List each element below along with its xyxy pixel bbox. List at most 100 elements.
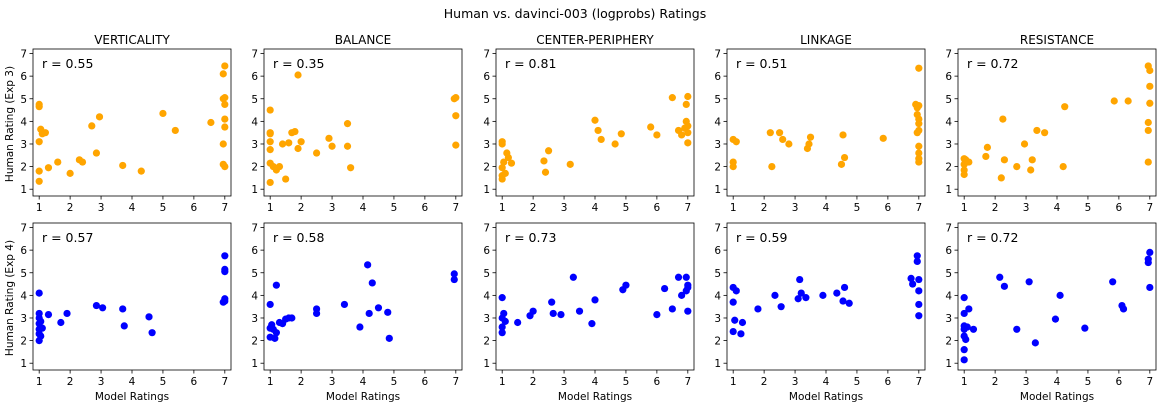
data-point	[92, 301, 101, 310]
correlation-label: r = 0.72	[967, 230, 1018, 245]
data-point	[507, 159, 516, 167]
data-point	[678, 131, 686, 139]
x-tick-label: 4	[129, 202, 136, 214]
y-tick-label: 2	[483, 162, 490, 174]
data-point	[915, 64, 923, 72]
y-tick-label: 6	[483, 245, 490, 257]
x-tick-label: 5	[623, 376, 630, 388]
x-tick-label: 6	[885, 376, 892, 388]
y-tick-label: 2	[251, 336, 258, 348]
x-tick-label: 6	[654, 202, 661, 214]
data-point	[1041, 129, 1049, 137]
x-tick-label: 4	[360, 202, 367, 214]
data-point	[960, 356, 968, 364]
data-point	[960, 309, 968, 318]
data-point	[266, 130, 274, 138]
data-point	[768, 163, 776, 171]
y-tick-label: 5	[483, 268, 490, 280]
x-axis-label: Model Ratings	[326, 391, 400, 403]
y-tick-label: 3	[714, 139, 721, 151]
x-tick-label: 4	[129, 376, 136, 388]
x-tick-label: 4	[592, 376, 599, 388]
data-point	[207, 118, 215, 127]
y-tick-label: 6	[945, 245, 952, 257]
data-point	[544, 147, 553, 155]
data-point	[95, 113, 104, 121]
x-tick-label: 7	[1146, 376, 1153, 388]
scatter-panel: 1 2 3 4 5 6 7 1 2 3 4 5 6 7 r = 0.59 Model Ratings	[714, 223, 926, 403]
x-tick-label: 5	[160, 202, 167, 214]
x-tick-label: 1	[36, 376, 43, 388]
x-tick-label: 5	[160, 376, 167, 388]
x-tick-label: 2	[761, 376, 768, 388]
data-point	[219, 70, 227, 78]
x-tick-label: 5	[391, 202, 398, 214]
data-point	[732, 138, 740, 146]
x-tick-label: 7	[915, 376, 922, 388]
x-tick-label: 4	[1054, 376, 1061, 388]
data-point	[278, 140, 287, 148]
y-tick-label: 7	[251, 49, 258, 61]
x-tick-label: 1	[730, 376, 737, 388]
data-point	[794, 295, 802, 303]
data-point	[37, 332, 45, 340]
panel-title: CENTER-PERIPHERY	[536, 33, 654, 47]
data-point	[272, 329, 280, 337]
data-point	[368, 279, 376, 287]
data-point	[38, 324, 46, 332]
data-point	[500, 158, 508, 166]
data-point	[294, 71, 302, 79]
data-point	[617, 130, 625, 138]
y-tick-label: 5	[714, 268, 721, 280]
data-point	[785, 140, 793, 148]
data-point	[66, 169, 74, 177]
x-tick-label: 6	[191, 376, 198, 388]
data-point	[1013, 163, 1021, 171]
x-tick-label: 2	[298, 202, 305, 214]
data-point	[1020, 140, 1029, 148]
data-point	[271, 334, 279, 342]
data-point	[1144, 158, 1152, 166]
y-tick-label: 6	[20, 71, 27, 83]
x-tick-label: 4	[823, 376, 830, 388]
data-point	[915, 120, 923, 128]
data-point	[35, 289, 43, 297]
x-tick-label: 7	[452, 376, 459, 388]
data-point	[548, 298, 556, 306]
data-point	[653, 310, 661, 319]
data-point	[297, 138, 305, 146]
x-tick-label: 2	[530, 202, 537, 214]
data-point	[285, 139, 293, 147]
data-point	[1144, 118, 1152, 127]
data-point	[1146, 248, 1154, 256]
x-tick-label: 7	[221, 376, 228, 388]
ylabel-row1: Human Rating (Exp 3)	[4, 66, 16, 182]
data-point	[969, 325, 978, 333]
y-tick-label: 3	[483, 139, 490, 151]
data-point	[661, 284, 669, 293]
x-tick-label: 6	[422, 202, 429, 214]
data-point	[450, 270, 458, 278]
data-point	[374, 304, 383, 312]
x-tick-label: 1	[499, 376, 506, 388]
x-tick-label: 6	[1116, 202, 1123, 214]
x-tick-label: 7	[1146, 202, 1153, 214]
data-point	[737, 330, 745, 338]
data-point	[498, 164, 506, 172]
data-point	[1031, 339, 1039, 347]
data-point	[915, 287, 923, 295]
x-tick-label: 6	[191, 202, 198, 214]
data-point	[879, 134, 887, 142]
plot-frame	[957, 48, 1157, 197]
data-point	[266, 300, 274, 309]
x-tick-label: 1	[36, 202, 43, 214]
data-point	[819, 291, 827, 299]
data-point	[588, 320, 596, 328]
y-tick-label: 7	[483, 223, 490, 235]
data-point	[44, 164, 53, 172]
data-point	[529, 307, 537, 315]
correlation-label: r = 0.73	[505, 230, 556, 245]
data-point	[965, 158, 973, 166]
x-tick-label: 3	[792, 202, 799, 214]
data-point	[839, 297, 847, 305]
